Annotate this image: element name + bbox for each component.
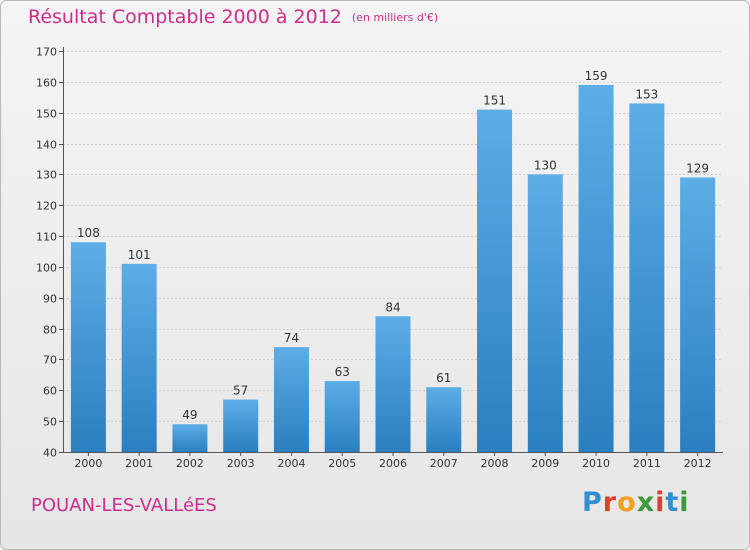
data-label-2003: 57 <box>233 384 248 398</box>
y-tick-label: 50 <box>43 416 57 429</box>
x-tick-label-2000: 2000 <box>74 457 102 470</box>
logo-letter-3: x <box>636 487 656 518</box>
x-tick-label-2001: 2001 <box>125 457 153 470</box>
data-label-2011: 153 <box>635 87 658 101</box>
x-tick-label-2006: 2006 <box>379 457 407 470</box>
data-label-2010: 159 <box>585 69 608 83</box>
data-label-2000: 108 <box>77 226 100 240</box>
bar-2002 <box>172 424 208 452</box>
logo-letter-6: i <box>679 487 690 518</box>
data-label-2008: 151 <box>483 94 506 108</box>
y-tick-label: 40 <box>43 447 57 460</box>
x-tick-label-2012: 2012 <box>684 457 712 470</box>
logo-letter-4: i <box>655 487 666 518</box>
y-tick-label: 70 <box>43 354 57 367</box>
logo-letter-1: r <box>602 487 618 518</box>
bar-2006 <box>375 316 411 452</box>
chart-title-text: Résultat Comptable 2000 à 2012 <box>28 6 342 28</box>
y-tick-label: 110 <box>36 231 57 244</box>
data-label-2001: 101 <box>128 248 151 262</box>
bar-2012 <box>680 177 716 452</box>
y-tick-label: 170 <box>36 46 57 59</box>
data-label-2012: 129 <box>686 161 709 175</box>
x-tick-label-2011: 2011 <box>633 457 661 470</box>
x-tick-label-2002: 2002 <box>176 457 204 470</box>
bar-2000 <box>70 242 106 452</box>
bar-2001 <box>121 263 157 452</box>
x-tick-label-2005: 2005 <box>328 457 356 470</box>
bar-2011 <box>629 103 665 452</box>
logo-letter-2: o <box>617 487 637 518</box>
chart-subtitle: (en milliers d'€) <box>351 11 439 24</box>
data-label-2004: 74 <box>284 331 299 345</box>
y-tick-label: 150 <box>36 108 57 121</box>
chart-title: Résultat Comptable 2000 à 2012 (en millie… <box>28 6 438 28</box>
y-tick-label: 90 <box>43 293 57 306</box>
proxiti-logo: Proxiti <box>582 487 690 518</box>
x-tick-label-2003: 2003 <box>227 457 255 470</box>
data-label-2002: 49 <box>182 408 197 422</box>
bar-2003 <box>223 399 259 452</box>
logo-letter-5: t <box>665 487 680 518</box>
bar-2008 <box>477 109 513 452</box>
commune-name: POUAN-LES-VALLéES <box>31 495 217 516</box>
data-label-2007: 61 <box>436 371 451 385</box>
logo-letter-0: P <box>582 487 603 518</box>
y-tick-label: 140 <box>36 139 57 152</box>
x-tick-label-2010: 2010 <box>582 457 610 470</box>
y-tick-label: 130 <box>36 169 57 182</box>
y-tick-label: 160 <box>36 77 57 90</box>
bar-2007 <box>426 387 462 452</box>
data-label-2005: 63 <box>335 365 350 379</box>
y-tick-label: 100 <box>36 262 57 275</box>
y-tick-label: 120 <box>36 200 57 213</box>
x-tick-label-2009: 2009 <box>531 457 559 470</box>
y-tick-label: 80 <box>43 324 57 337</box>
data-label-2006: 84 <box>385 300 400 314</box>
bar-2010 <box>578 84 614 452</box>
bar-2009 <box>527 174 563 452</box>
data-label-2009: 130 <box>534 158 557 172</box>
bar-2004 <box>273 347 309 452</box>
bar-2005 <box>324 381 360 452</box>
x-tick-label-2007: 2007 <box>430 457 458 470</box>
y-tick-label: 60 <box>43 385 57 398</box>
x-tick-label-2008: 2008 <box>481 457 509 470</box>
x-tick-label-2004: 2004 <box>277 457 305 470</box>
